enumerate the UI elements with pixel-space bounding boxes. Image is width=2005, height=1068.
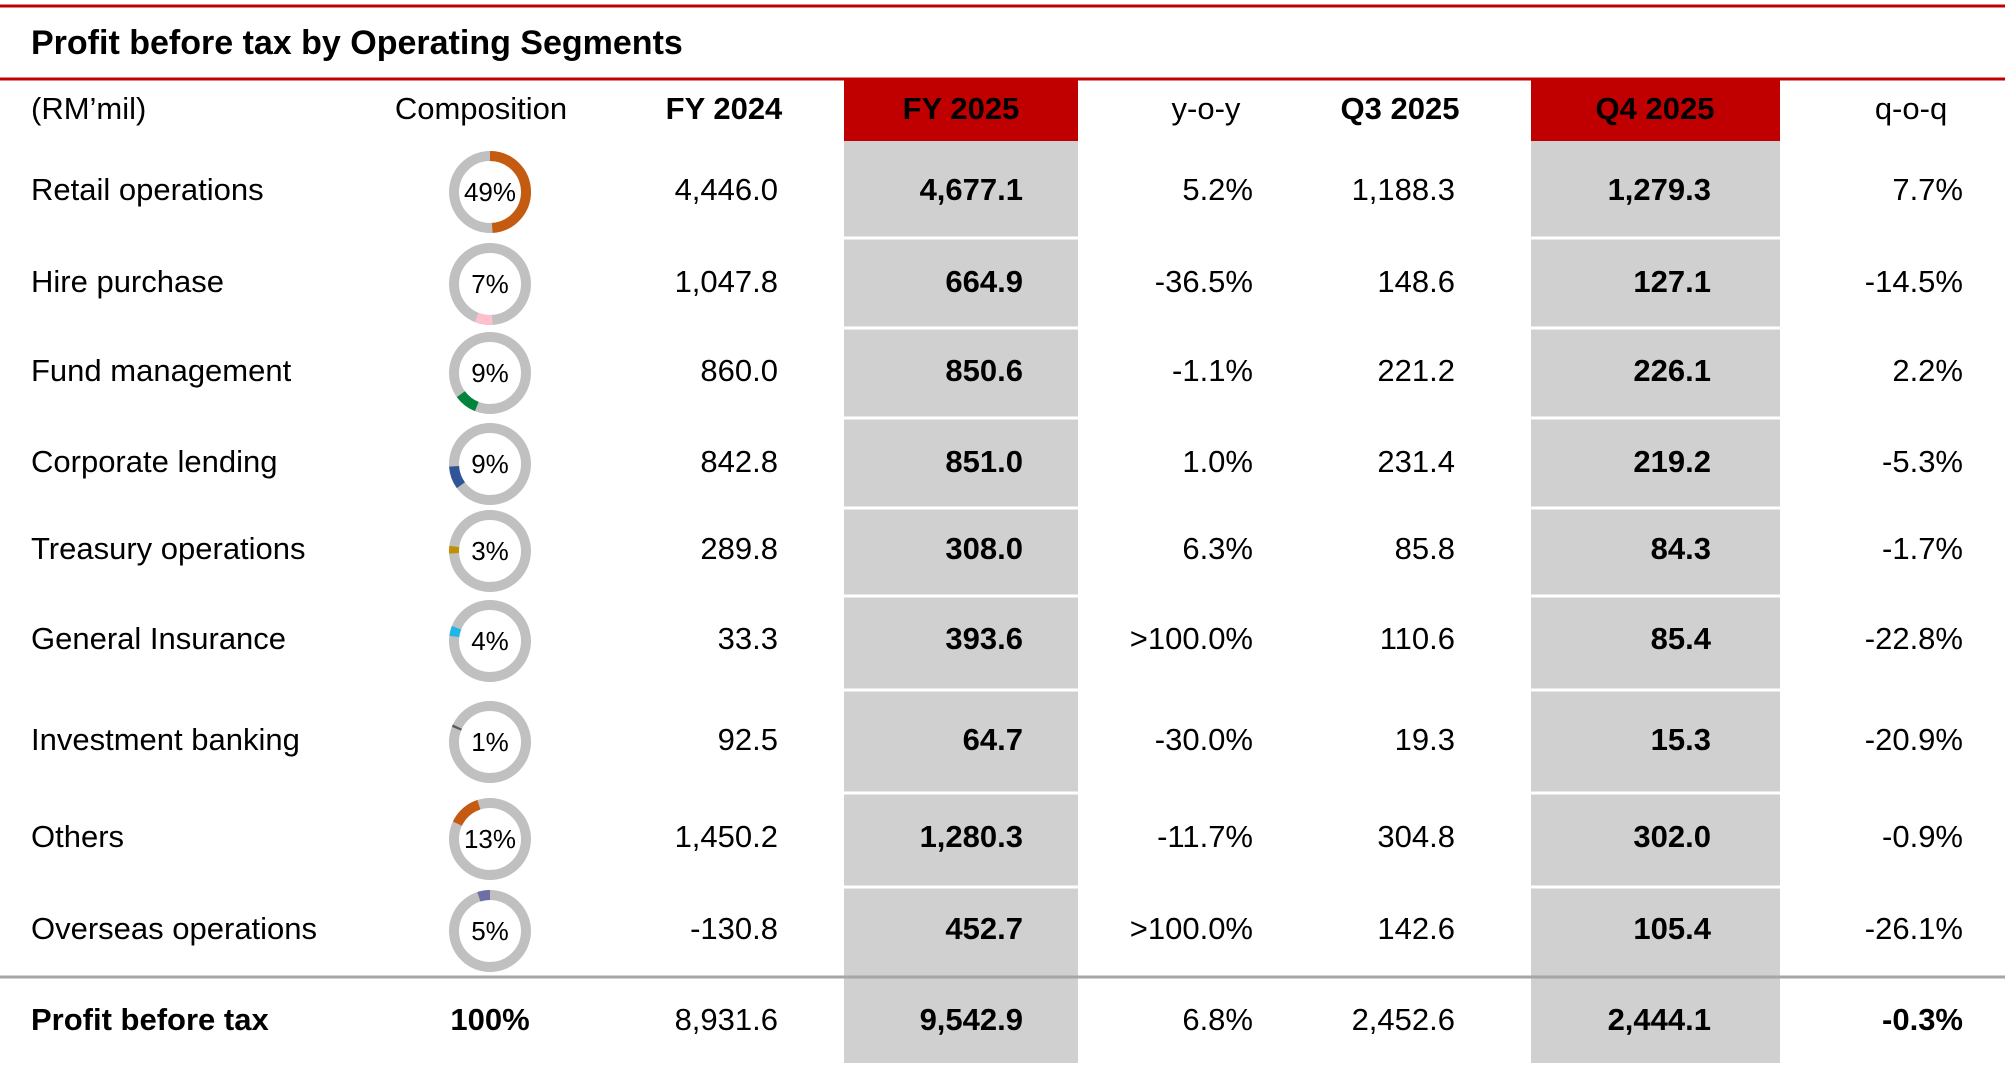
cell-value: 1,188.3 [1352, 172, 1455, 207]
composition-label: 9% [471, 449, 509, 479]
segment-label: Retail operations [31, 172, 264, 207]
total-value: 6.8% [1182, 1002, 1253, 1037]
cell-value: 219.2 [1633, 444, 1711, 479]
cell-value: -1.7% [1882, 531, 1963, 566]
cell-value: 851.0 [945, 444, 1023, 479]
composition-label: 3% [471, 536, 509, 566]
cell-value: -22.8% [1865, 621, 1963, 656]
cell-value: 33.3 [718, 621, 778, 656]
cell-value: 64.7 [963, 722, 1023, 757]
cell-value: 7.7% [1892, 172, 1963, 207]
cell-value: -11.7% [1157, 819, 1253, 854]
cell-value: >100.0% [1130, 621, 1253, 656]
column-header: FY 2024 [666, 91, 783, 126]
donut-arc [477, 317, 493, 320]
donut-arc [454, 628, 456, 637]
cell-value: 4,677.1 [920, 172, 1023, 207]
cell-value: 148.6 [1377, 264, 1455, 299]
cell-value: 231.4 [1377, 444, 1455, 479]
cell-value: 452.7 [945, 911, 1023, 946]
cell-value: -1.1% [1172, 353, 1253, 388]
total-value: 9,542.9 [920, 1002, 1023, 1037]
column-header: (RM’mil) [31, 91, 146, 126]
cell-value: -14.5% [1865, 264, 1963, 299]
cell-value: 84.3 [1651, 531, 1711, 566]
composition-label: 49% [464, 177, 516, 207]
segment-label: Corporate lending [31, 444, 277, 479]
composition-label: 4% [471, 626, 509, 656]
cell-value: 19.3 [1395, 722, 1455, 757]
cell-value: -30.0% [1155, 722, 1253, 757]
cell-value: 15.3 [1651, 722, 1711, 757]
column-header: q-o-q [1875, 91, 1947, 126]
cell-value: -36.5% [1155, 264, 1253, 299]
cell-value: 92.5 [718, 722, 778, 757]
total-composition: 100% [450, 1002, 529, 1037]
cell-value: 221.2 [1377, 353, 1455, 388]
cell-value: 226.1 [1633, 353, 1711, 388]
cell-value: 308.0 [945, 531, 1023, 566]
cell-value: 105.4 [1633, 911, 1711, 946]
cell-value: -26.1% [1865, 911, 1963, 946]
cell-value: 393.6 [945, 621, 1023, 656]
column-header: Composition [395, 91, 567, 126]
cell-value: 1,279.3 [1608, 172, 1711, 207]
table-title: Profit before tax by Operating Segments [31, 24, 683, 62]
total-value: 2,444.1 [1608, 1002, 1711, 1037]
composition-label: 5% [471, 916, 509, 946]
cell-value: 289.8 [700, 531, 778, 566]
cell-value: 127.1 [1633, 264, 1711, 299]
cell-value: -130.8 [690, 911, 778, 946]
column-header: Q4 2025 [1596, 91, 1715, 126]
total-label: Profit before tax [31, 1002, 269, 1037]
cell-value: 85.8 [1395, 531, 1455, 566]
cell-value: 110.6 [1380, 621, 1455, 656]
cell-value: 302.0 [1633, 819, 1711, 854]
donut-arc [457, 727, 458, 729]
cell-value: 842.8 [700, 444, 778, 479]
cell-value: 142.6 [1377, 911, 1455, 946]
cell-value: 5.2% [1182, 172, 1253, 207]
cell-value: 1.0% [1182, 444, 1253, 479]
cell-value: 1,280.3 [920, 819, 1023, 854]
composition-label: 7% [471, 269, 509, 299]
cell-value: 6.3% [1182, 531, 1253, 566]
segment-label: General Insurance [31, 621, 286, 656]
total-value: 8,931.6 [675, 1002, 778, 1037]
cell-value: 304.8 [1377, 819, 1455, 854]
segment-label: Fund management [31, 353, 292, 388]
column-header: Q3 2025 [1341, 91, 1460, 126]
segment-label: Others [31, 819, 124, 854]
column-header: FY 2025 [903, 91, 1020, 126]
donut-arc [479, 895, 490, 897]
segment-label: Treasury operations [31, 531, 306, 566]
cell-value: 2.2% [1892, 353, 1963, 388]
composition-label: 1% [471, 727, 509, 757]
cell-value: 664.9 [945, 264, 1023, 299]
column-header: y-o-y [1172, 91, 1241, 126]
segment-label: Hire purchase [31, 264, 224, 299]
cell-value: -5.3% [1882, 444, 1963, 479]
cell-value: 850.6 [945, 353, 1023, 388]
cell-value: 1,450.2 [675, 819, 778, 854]
cell-value: 1,047.8 [675, 264, 778, 299]
cell-value: 860.0 [700, 353, 778, 388]
cell-value: 85.4 [1651, 621, 1712, 656]
composition-label: 13% [464, 824, 516, 854]
cell-value: >100.0% [1130, 911, 1253, 946]
segment-label: Overseas operations [31, 911, 317, 946]
cell-value: 4,446.0 [675, 172, 778, 207]
composition-label: 9% [471, 358, 509, 388]
segment-label: Investment banking [31, 722, 300, 757]
cell-value: -0.9% [1882, 819, 1963, 854]
total-value: 2,452.6 [1352, 1002, 1455, 1037]
total-value: -0.3% [1882, 1002, 1963, 1037]
cell-value: -20.9% [1865, 722, 1963, 757]
